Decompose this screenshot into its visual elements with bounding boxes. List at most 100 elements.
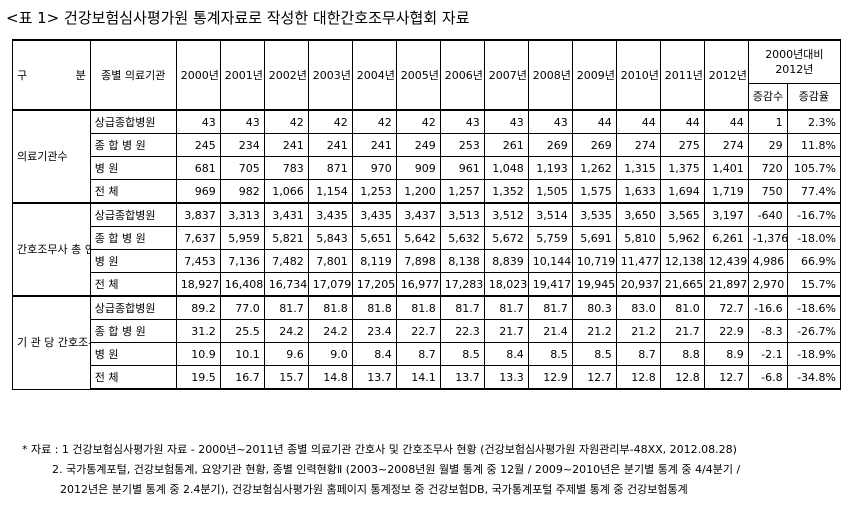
year-header: 2009년 bbox=[571, 39, 617, 111]
year-header: 2006년 bbox=[439, 39, 485, 111]
value-cell: 44 bbox=[571, 109, 617, 134]
value-cell: 17,283 bbox=[439, 272, 485, 297]
increase-rate-cell: 2.3% bbox=[786, 109, 842, 134]
institution-cell: 전 체 bbox=[89, 272, 177, 297]
year-header: 2001년 bbox=[219, 39, 265, 111]
footnotes: * 자료 : 1 건강보험심사평가원 자료 - 2000년~2011년 종별 의… bbox=[22, 440, 740, 500]
value-cell: 969 bbox=[175, 179, 221, 204]
value-cell: 89.2 bbox=[175, 295, 221, 320]
value-cell: 12.7 bbox=[571, 365, 617, 390]
value-cell: 5,759 bbox=[527, 226, 573, 250]
institution-cell: 병 원 bbox=[89, 342, 177, 366]
increase-rate-cell: -18.9% bbox=[786, 342, 842, 366]
institution-cell: 전 체 bbox=[89, 179, 177, 204]
value-cell: 5,672 bbox=[483, 226, 529, 250]
value-cell: 81.8 bbox=[351, 295, 397, 320]
value-cell: 8.7 bbox=[615, 342, 661, 366]
table-row: 기 관 당 간호조무사수상급종합병원89.277.081.781.881.881… bbox=[12, 295, 842, 390]
value-cell: 783 bbox=[263, 156, 309, 180]
value-cell: 241 bbox=[307, 133, 353, 157]
increase-count-cell: 4,986 bbox=[747, 249, 788, 273]
value-cell: 5,642 bbox=[395, 226, 441, 250]
value-cell: 1,315 bbox=[615, 156, 661, 180]
value-cell: 253 bbox=[439, 133, 485, 157]
value-cell: 5,821 bbox=[263, 226, 309, 250]
value-cell: 8.8 bbox=[659, 342, 705, 366]
value-cell: 5,810 bbox=[615, 226, 661, 250]
table-row: 간호조무사 총 인 원상급종합병원3,8373,3133,4313,4353,4… bbox=[12, 202, 842, 297]
value-cell: 1,193 bbox=[527, 156, 573, 180]
year-header: 2003년 bbox=[307, 39, 353, 111]
footnote-source-2-cont: 2012년은 분기별 통계 중 2.4분기), 건강보험심사평가원 홈페이지 통… bbox=[60, 483, 688, 496]
value-cell: 8,138 bbox=[439, 249, 485, 273]
table-row: 병 원 7,453 7,136 7,482 7,801 8,119 7,898 8,138 8,… bbox=[13, 249, 842, 273]
value-cell: 24.2 bbox=[263, 319, 309, 343]
value-cell: 7,898 bbox=[395, 249, 441, 273]
value-cell: 22.3 bbox=[439, 319, 485, 343]
value-cell: 274 bbox=[703, 133, 749, 157]
year-header: 2011년 bbox=[659, 39, 705, 111]
value-cell: 1,262 bbox=[571, 156, 617, 180]
footnote-source-1: * 자료 : 1 건강보험심사평가원 자료 - 2000년~2011년 종별 의… bbox=[22, 443, 737, 456]
value-cell: 1,633 bbox=[615, 179, 661, 204]
value-cell: 21.7 bbox=[483, 319, 529, 343]
value-cell: 8.4 bbox=[483, 342, 529, 366]
value-cell: 269 bbox=[527, 133, 573, 157]
value-cell: 249 bbox=[395, 133, 441, 157]
value-cell: 5,962 bbox=[659, 226, 705, 250]
header-subrow: 증감수 증감율 bbox=[13, 82, 842, 111]
value-cell: 5,959 bbox=[219, 226, 265, 250]
value-cell: 21,897 bbox=[703, 272, 749, 297]
year-header: 2012년 bbox=[703, 39, 749, 111]
year-header: 2007년 bbox=[483, 39, 529, 111]
value-cell: 7,136 bbox=[219, 249, 265, 273]
value-cell: 12.8 bbox=[659, 365, 705, 390]
value-cell: 19,417 bbox=[527, 272, 573, 297]
value-cell: 275 bbox=[659, 133, 705, 157]
institution-cell: 상급종합병원 bbox=[89, 109, 177, 134]
value-cell: 909 bbox=[395, 156, 441, 180]
value-cell: 1,253 bbox=[351, 179, 397, 204]
value-cell: 42 bbox=[395, 109, 441, 134]
value-cell: 10,719 bbox=[571, 249, 617, 273]
value-cell: 5,651 bbox=[351, 226, 397, 250]
value-cell: 25.5 bbox=[219, 319, 265, 343]
value-cell: 24.2 bbox=[307, 319, 353, 343]
institution-cell: 종 합 병 원 bbox=[89, 133, 177, 157]
value-cell: 241 bbox=[263, 133, 309, 157]
value-cell: 8,839 bbox=[483, 249, 529, 273]
value-cell: 1,719 bbox=[703, 179, 749, 204]
institution-cell: 병 원 bbox=[89, 156, 177, 180]
institution-cell: 전 체 bbox=[89, 365, 177, 390]
increase-rate-cell: -18.6% bbox=[786, 295, 842, 320]
value-cell: 43 bbox=[439, 109, 485, 134]
value-cell: 7,637 bbox=[175, 226, 221, 250]
value-cell: 9.6 bbox=[263, 342, 309, 366]
value-cell: 16,408 bbox=[219, 272, 265, 297]
value-cell: 16,977 bbox=[395, 272, 441, 297]
value-cell: 3,313 bbox=[219, 202, 265, 227]
increase-rate-cell: 15.7% bbox=[786, 272, 842, 297]
table-row: 병 원 681 705 783 871 970 909 961 1,048 1,193 1,262 1… bbox=[13, 156, 842, 180]
value-cell: 241 bbox=[351, 133, 397, 157]
value-cell: 3,650 bbox=[615, 202, 661, 227]
table-row: 종 합 병 원 245 234 241 241 241 249 253 261 269 269 274… bbox=[13, 133, 842, 157]
value-cell: 77.0 bbox=[219, 295, 265, 320]
value-cell: 8.5 bbox=[439, 342, 485, 366]
increase-rate-cell: 105.7% bbox=[786, 156, 842, 180]
value-cell: 12.7 bbox=[703, 365, 749, 390]
value-cell: 20,937 bbox=[615, 272, 661, 297]
value-cell: 12.9 bbox=[527, 365, 573, 390]
value-cell: 3,837 bbox=[175, 202, 221, 227]
value-cell: 3,512 bbox=[483, 202, 529, 227]
value-cell: 10,144 bbox=[527, 249, 573, 273]
value-cell: 14.8 bbox=[307, 365, 353, 390]
increase-count-cell: 2,970 bbox=[747, 272, 788, 297]
value-cell: 1,200 bbox=[395, 179, 441, 204]
value-cell: 8.7 bbox=[395, 342, 441, 366]
value-cell: 5,632 bbox=[439, 226, 485, 250]
institution-header: 종별 의료기관 bbox=[89, 39, 177, 111]
footnote-source-2: 2. 국가통계포털, 건강보험통계, 요양기관 현황, 종별 인력현황Ⅱ (20… bbox=[52, 463, 741, 476]
value-cell: 17,079 bbox=[307, 272, 353, 297]
table-row: 전 체 18,927 16,408 16,734 17,079 17,205 16,977 1… bbox=[13, 272, 842, 297]
